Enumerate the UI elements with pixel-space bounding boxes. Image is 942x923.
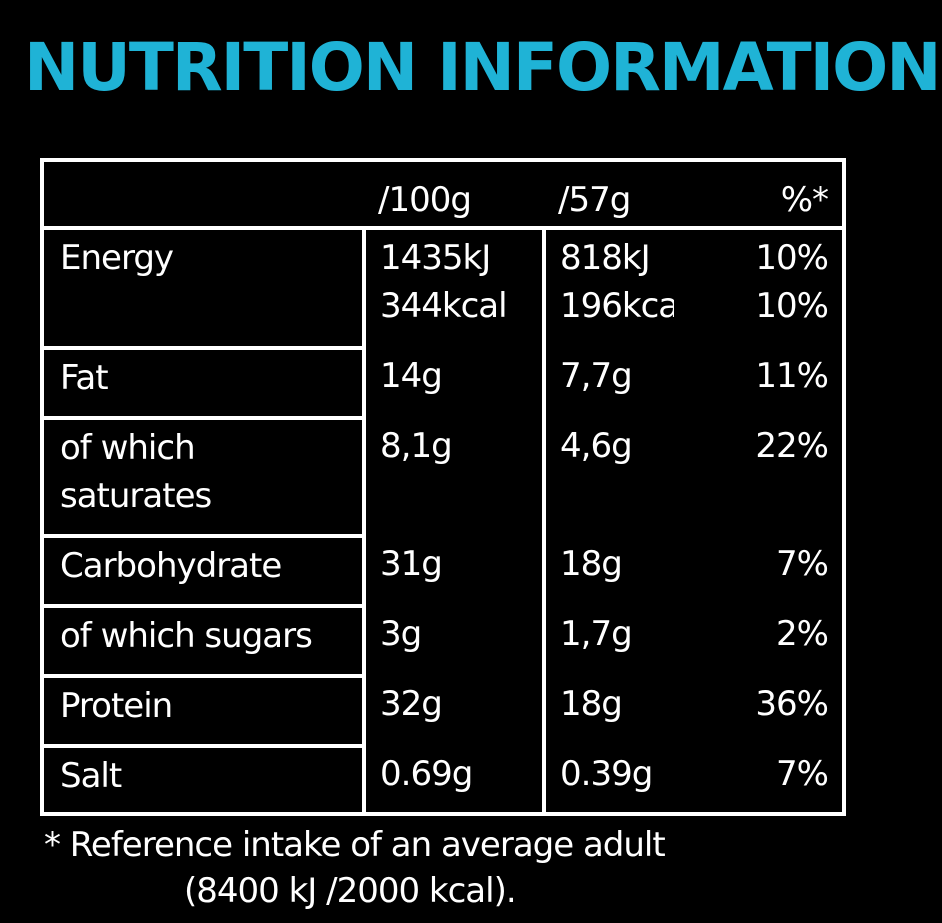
reference-intake-footnote: * Reference intake of an average adult (… (44, 822, 924, 914)
footnote-line-1: * Reference intake of an average adult (44, 825, 666, 865)
value-per-57g: 1,7g (560, 614, 633, 654)
row-label-line-1: of which (60, 428, 196, 468)
value-reference-intake: 2% (776, 614, 829, 654)
value-per-100g: 14g (364, 348, 546, 418)
table-row-carbohydrate: Carbohydrate 31g 18g 7% (44, 536, 842, 608)
energy-kj-57g: 818kJ (560, 238, 651, 278)
value-per-100g: 3g (364, 606, 546, 676)
value-per-57g: 4,6g (560, 426, 633, 466)
energy-kj-100g: 1435kJ (380, 238, 491, 278)
header-per-100g: /100g (364, 162, 544, 230)
value-per-57g: 818kJ 196kcal (544, 228, 674, 348)
value-per-100g: 1435kJ 344kcal (364, 228, 546, 348)
energy-kj-ri: 10% (755, 238, 829, 278)
value-per-100g: 8,1g (364, 418, 546, 536)
value-per-57g: 18g (560, 544, 623, 584)
row-label: Protein (44, 676, 366, 748)
row-label: of which saturates (44, 418, 366, 538)
value-reference-intake: 7% (776, 544, 829, 584)
row-label: Salt (44, 746, 366, 816)
nutrition-table: /100g /57g %* Energy 1435kJ 344kcal 818k… (40, 158, 846, 816)
table-row-protein: Protein 32g 18g 36% (44, 676, 842, 748)
row-label: Carbohydrate (44, 536, 366, 608)
value-reference-intake: 36% (755, 684, 829, 724)
page-title: NUTRITION INFORMATION (24, 29, 941, 106)
table-header-row: /100g /57g %* (44, 162, 842, 230)
table-row-saturates: of which saturates 8,1g 4,6g 22% (44, 418, 842, 538)
table-row-energy: Energy 1435kJ 344kcal 818kJ 196kcal 10% … (44, 228, 842, 350)
value-per-57g: 18g (560, 684, 623, 724)
value-reference-intake: 7% (776, 754, 829, 794)
header-reference-intake: %* (674, 162, 842, 230)
energy-kcal-ri: 10% (755, 286, 829, 326)
energy-kcal-100g: 344kcal (380, 286, 508, 326)
row-label: of which sugars (44, 606, 366, 678)
value-per-100g: 31g (364, 536, 546, 606)
energy-kcal-57g: 196kcal (560, 286, 674, 326)
table-row-sugars: of which sugars 3g 1,7g 2% (44, 606, 842, 678)
row-label: Energy (44, 228, 366, 350)
value-per-57g: 7,7g (560, 356, 633, 396)
value-per-100g: 32g (364, 676, 546, 746)
row-label-line-2: saturates (60, 476, 212, 516)
footnote-line-2: (8400 kJ /2000 kcal). (184, 871, 517, 911)
nutrition-table-grid: /100g /57g %* Energy 1435kJ 344kcal 818k… (44, 162, 842, 816)
value-per-57g: 0.39g (560, 754, 653, 794)
value-reference-intake: 22% (755, 426, 829, 466)
value-per-100g: 0.69g (364, 746, 546, 816)
table-row-fat: Fat 14g 7,7g 11% (44, 348, 842, 420)
header-per-57g: /57g (544, 162, 674, 230)
header-label-cell (44, 162, 364, 230)
value-reference-intake: 11% (755, 356, 829, 396)
table-row-salt: Salt 0.69g 0.39g 7% (44, 746, 842, 816)
row-label: Fat (44, 348, 366, 420)
value-reference-intake: 10% 10% (674, 228, 842, 348)
